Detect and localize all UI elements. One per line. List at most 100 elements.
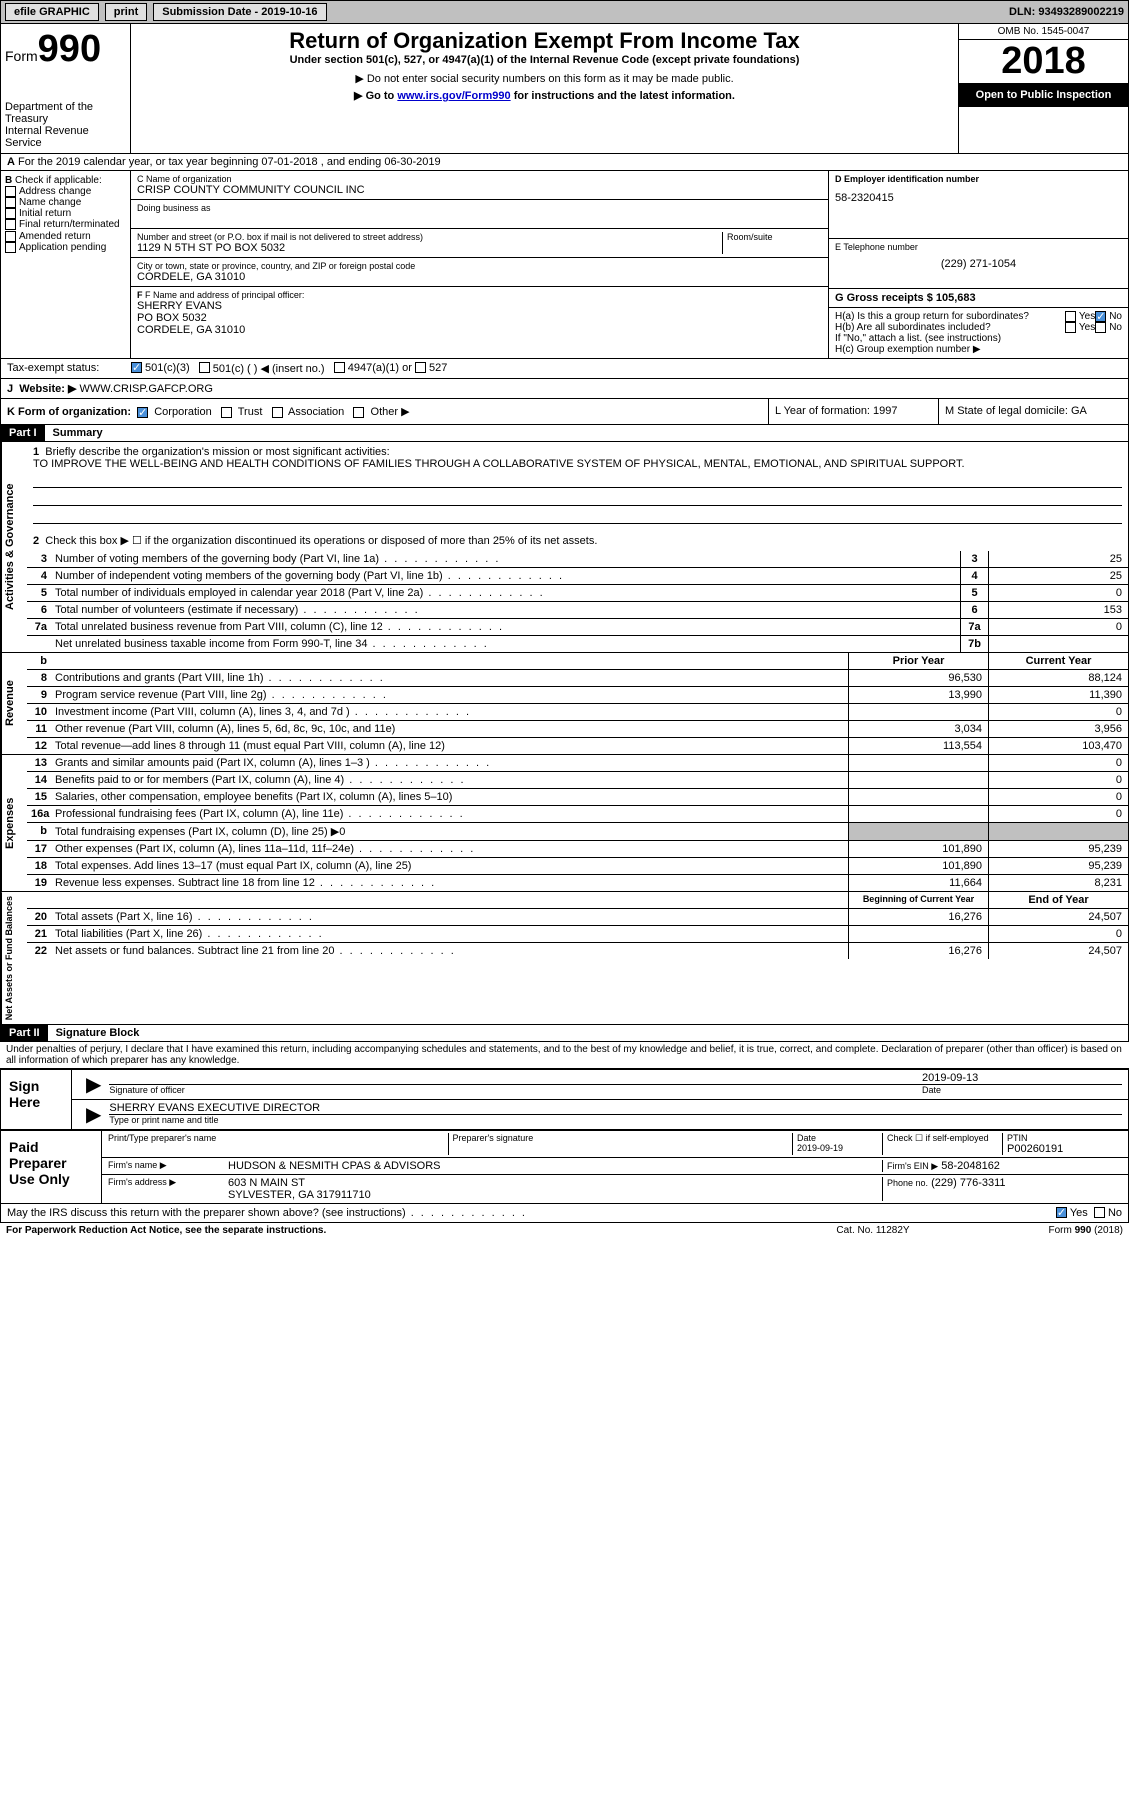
cb-501c[interactable] (199, 362, 210, 373)
officer-name-title: SHERRY EVANS EXECUTIVE DIRECTOR (109, 1102, 1122, 1115)
section-b: B Check if applicable: Address change Na… (1, 171, 131, 358)
org-name-label: C Name of organization (137, 174, 822, 184)
checkbox-final-return[interactable] (5, 219, 16, 230)
tax-year: 2018 (959, 40, 1128, 83)
part2-header: Part IISignature Block (0, 1025, 1129, 1042)
hb-note: If "No," attach a list. (see instruction… (835, 333, 1122, 344)
omb-number: OMB No. 1545-0047 (959, 24, 1128, 40)
org-name: CRISP COUNTY COMMUNITY COUNCIL INC (137, 184, 822, 196)
checkbox-initial-return[interactable] (5, 208, 16, 219)
form-header: Form990 Department of the Treasury Inter… (0, 24, 1129, 154)
vlabel-expenses: Expenses (1, 755, 27, 891)
sig-date: 2019-09-13 (922, 1072, 1122, 1085)
part1-expenses: Expenses 13Grants and similar amounts pa… (0, 755, 1129, 892)
dln: DLN: 93493289002219 (1009, 6, 1124, 18)
sign-here-label: Sign Here (1, 1070, 71, 1129)
firm-name: HUDSON & NESMITH CPAS & ADVISORS (228, 1160, 882, 1172)
line-k-l-m: K Form of organization: Corporation Trus… (0, 399, 1129, 425)
addr-label: Number and street (or P.O. box if mail i… (137, 232, 722, 242)
declaration: Under penalties of perjury, I declare th… (0, 1042, 1129, 1068)
ha-no[interactable] (1095, 311, 1106, 322)
ein: 58-2320415 (835, 192, 1122, 204)
form-footer: Form 990 (2018) (973, 1225, 1123, 1236)
l3: Number of voting members of the governin… (51, 551, 960, 567)
sign-here-block: Sign Here ▶ Signature of officer2019-09-… (0, 1068, 1129, 1130)
paid-preparer-block: Paid Preparer Use Only Print/Type prepar… (0, 1130, 1129, 1204)
website: WWW.CRISP.GAFCP.ORG (79, 383, 212, 395)
vlabel-activities: Activities & Governance (1, 442, 27, 652)
vlabel-netassets: Net Assets or Fund Balances (1, 892, 27, 1024)
ptin: P00260191 (1007, 1143, 1122, 1155)
firm-addr1: 603 N MAIN ST (228, 1177, 882, 1189)
form-subtitle: Under section 501(c), 527, or 4947(a)(1)… (135, 54, 954, 66)
firm-ein: 58-2048162 (941, 1160, 1000, 1172)
l4: Number of independent voting members of … (51, 568, 960, 584)
hb-no[interactable] (1095, 322, 1106, 333)
l7a: Total unrelated business revenue from Pa… (51, 619, 960, 635)
ha-yes[interactable] (1065, 311, 1076, 322)
submission-date: Submission Date - 2019-10-16 (153, 3, 326, 21)
l7b: Net unrelated business taxable income fr… (51, 636, 960, 652)
col-prior: Prior Year (848, 653, 988, 669)
officer-addr1: PO BOX 5032 (137, 312, 822, 324)
phone-label: E Telephone number (835, 242, 1122, 252)
line-a: A For the 2019 calendar year, or tax yea… (0, 154, 1129, 171)
cb-other[interactable] (353, 407, 364, 418)
cb-4947[interactable] (334, 362, 345, 373)
entity-block: B Check if applicable: Address change Na… (0, 171, 1129, 359)
l5: Total number of individuals employed in … (51, 585, 960, 601)
officer-label: F Name and address of principal officer: (145, 290, 304, 300)
ha-label: H(a) Is this a group return for subordin… (835, 311, 1065, 322)
col-current: Current Year (988, 653, 1128, 669)
open-public: Open to Public Inspection (959, 83, 1128, 107)
section-c: C Name of organization CRISP COUNTY COMM… (131, 171, 828, 358)
print-button[interactable]: print (105, 3, 147, 21)
l2: Check this box ▶ ☐ if the organization d… (45, 535, 597, 547)
paid-preparer-label: Paid Preparer Use Only (1, 1131, 101, 1203)
footer: For Paperwork Reduction Act Notice, see … (0, 1223, 1129, 1238)
tax-exempt-row: Tax-exempt status: 501(c)(3) 501(c) ( ) … (0, 359, 1129, 379)
officer-name: SHERRY EVANS (137, 300, 822, 312)
section-d: D Employer identification number 58-2320… (828, 171, 1128, 358)
cb-trust[interactable] (221, 407, 232, 418)
k-label: K Form of organization: (7, 406, 131, 418)
hb-yes[interactable] (1065, 322, 1076, 333)
dept-treasury: Department of the Treasury (5, 101, 126, 125)
cat-no: Cat. No. 11282Y (773, 1225, 973, 1236)
part1-netassets: Net Assets or Fund Balances Beginning of… (0, 892, 1129, 1025)
street-address: 1129 N 5TH ST PO BOX 5032 (137, 242, 722, 254)
line-l: L Year of formation: 1997 (768, 399, 938, 424)
part1-body: Activities & Governance 1 Briefly descri… (0, 442, 1129, 653)
vlabel-revenue: Revenue (1, 653, 27, 754)
room-label: Room/suite (727, 232, 822, 242)
firm-phone: (229) 776-3311 (931, 1177, 1005, 1189)
ein-label: D Employer identification number (835, 174, 979, 184)
form-number: 990 (38, 28, 101, 70)
efile-badge: efile GRAPHIC (5, 3, 99, 21)
l6: Total number of volunteers (estimate if … (51, 602, 960, 618)
irs: Internal Revenue Service (5, 125, 126, 149)
hc-label: H(c) Group exemption number ▶ (835, 344, 1122, 355)
irs-link[interactable]: www.irs.gov/Form990 (397, 90, 510, 102)
cb-501c3[interactable] (131, 362, 142, 373)
phone: (229) 271-1054 (835, 258, 1122, 270)
firm-addr2: SYLVESTER, GA 317911710 (228, 1189, 882, 1201)
city-label: City or town, state or province, country… (137, 261, 822, 271)
part1-revenue: Revenue bPrior YearCurrent Year 8Contrib… (0, 653, 1129, 755)
checkbox-amended[interactable] (5, 231, 16, 242)
cb-corp[interactable] (137, 407, 148, 418)
discuss-yes[interactable] (1056, 1207, 1067, 1218)
discuss-row: May the IRS discuss this return with the… (0, 1204, 1129, 1223)
tax-exempt-label: Tax-exempt status: (7, 362, 131, 375)
topbar: efile GRAPHIC print Submission Date - 20… (0, 0, 1129, 24)
l1-label: Briefly describe the organization's miss… (45, 446, 389, 458)
cb-assoc[interactable] (272, 407, 283, 418)
checkbox-app-pending[interactable] (5, 242, 16, 253)
cb-527[interactable] (415, 362, 426, 373)
discuss-no[interactable] (1094, 1207, 1105, 1218)
checkbox-address-change[interactable] (5, 186, 16, 197)
form-title: Return of Organization Exempt From Incom… (135, 28, 954, 54)
form-word: Form (5, 48, 38, 64)
city-state-zip: CORDELE, GA 31010 (137, 271, 822, 283)
checkbox-name-change[interactable] (5, 197, 16, 208)
